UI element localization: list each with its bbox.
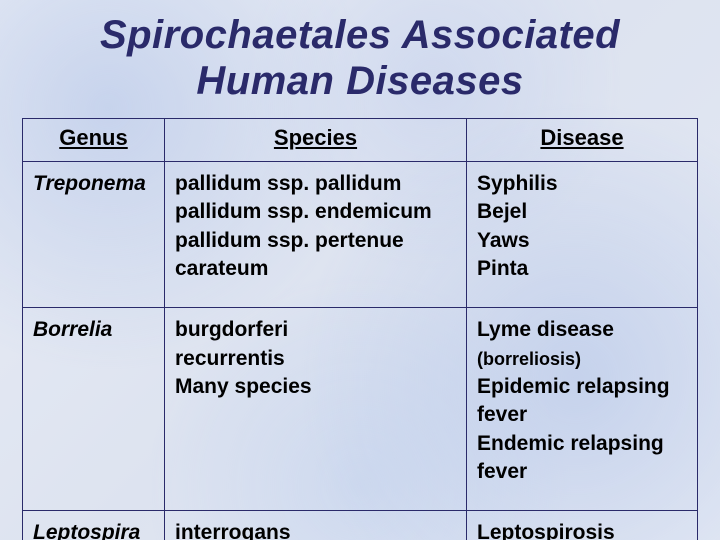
- table-body: Treponemapallidum ssp. pallidumpallidum …: [23, 162, 698, 540]
- species-line: pallidum ssp. pertenue: [175, 227, 456, 255]
- species-line: pallidum ssp. endemicum: [175, 198, 456, 226]
- species-line: pallidum ssp. pallidum: [175, 170, 456, 198]
- table-row: Leptospira interrogans Leptospirosis(Weil’…: [23, 511, 698, 540]
- species-line: burgdorferi: [175, 316, 456, 344]
- page-title: Spirochaetales Associated Human Diseases: [32, 12, 688, 104]
- cell-disease: SyphilisBejelYawsPinta: [467, 162, 698, 308]
- table-row: Treponemapallidum ssp. pallidumpallidum …: [23, 162, 698, 308]
- species-line: Many species: [175, 373, 456, 401]
- species-line: recurrentis: [175, 345, 456, 373]
- cell-genus: Leptospira: [23, 511, 165, 540]
- col-header-genus: Genus: [23, 119, 165, 162]
- table-header-row: Genus Species Disease: [23, 119, 698, 162]
- disease-line: Leptospirosis: [477, 519, 687, 540]
- cell-disease: Lyme disease (borreliosis)Epidemic relap…: [467, 308, 698, 511]
- disease-line: Syphilis: [477, 170, 687, 198]
- cell-species: pallidum ssp. pallidumpallidum ssp. ende…: [165, 162, 467, 308]
- cell-genus: Treponema: [23, 162, 165, 308]
- cell-species: burgdorferirecurrentisMany species: [165, 308, 467, 511]
- col-header-species: Species: [165, 119, 467, 162]
- table-row: BorreliaburgdorferirecurrentisMany speci…: [23, 308, 698, 511]
- disease-line: Lyme disease (borreliosis): [477, 316, 687, 373]
- disease-line: Yaws: [477, 227, 687, 255]
- cell-species: interrogans: [165, 511, 467, 540]
- disease-line: Bejel: [477, 198, 687, 226]
- cell-disease: Leptospirosis(Weil’s Disease): [467, 511, 698, 540]
- species-line: interrogans: [175, 519, 456, 540]
- col-header-disease: Disease: [467, 119, 698, 162]
- cell-genus: Borrelia: [23, 308, 165, 511]
- disease-paren: (borreliosis): [477, 349, 581, 369]
- species-line: carateum: [175, 255, 456, 283]
- disease-line: Pinta: [477, 255, 687, 283]
- disease-line: Epidemic relapsing fever: [477, 373, 687, 430]
- disease-line: Endemic relapsing fever: [477, 430, 687, 487]
- disease-table: Genus Species Disease Treponemapallidum …: [22, 118, 698, 540]
